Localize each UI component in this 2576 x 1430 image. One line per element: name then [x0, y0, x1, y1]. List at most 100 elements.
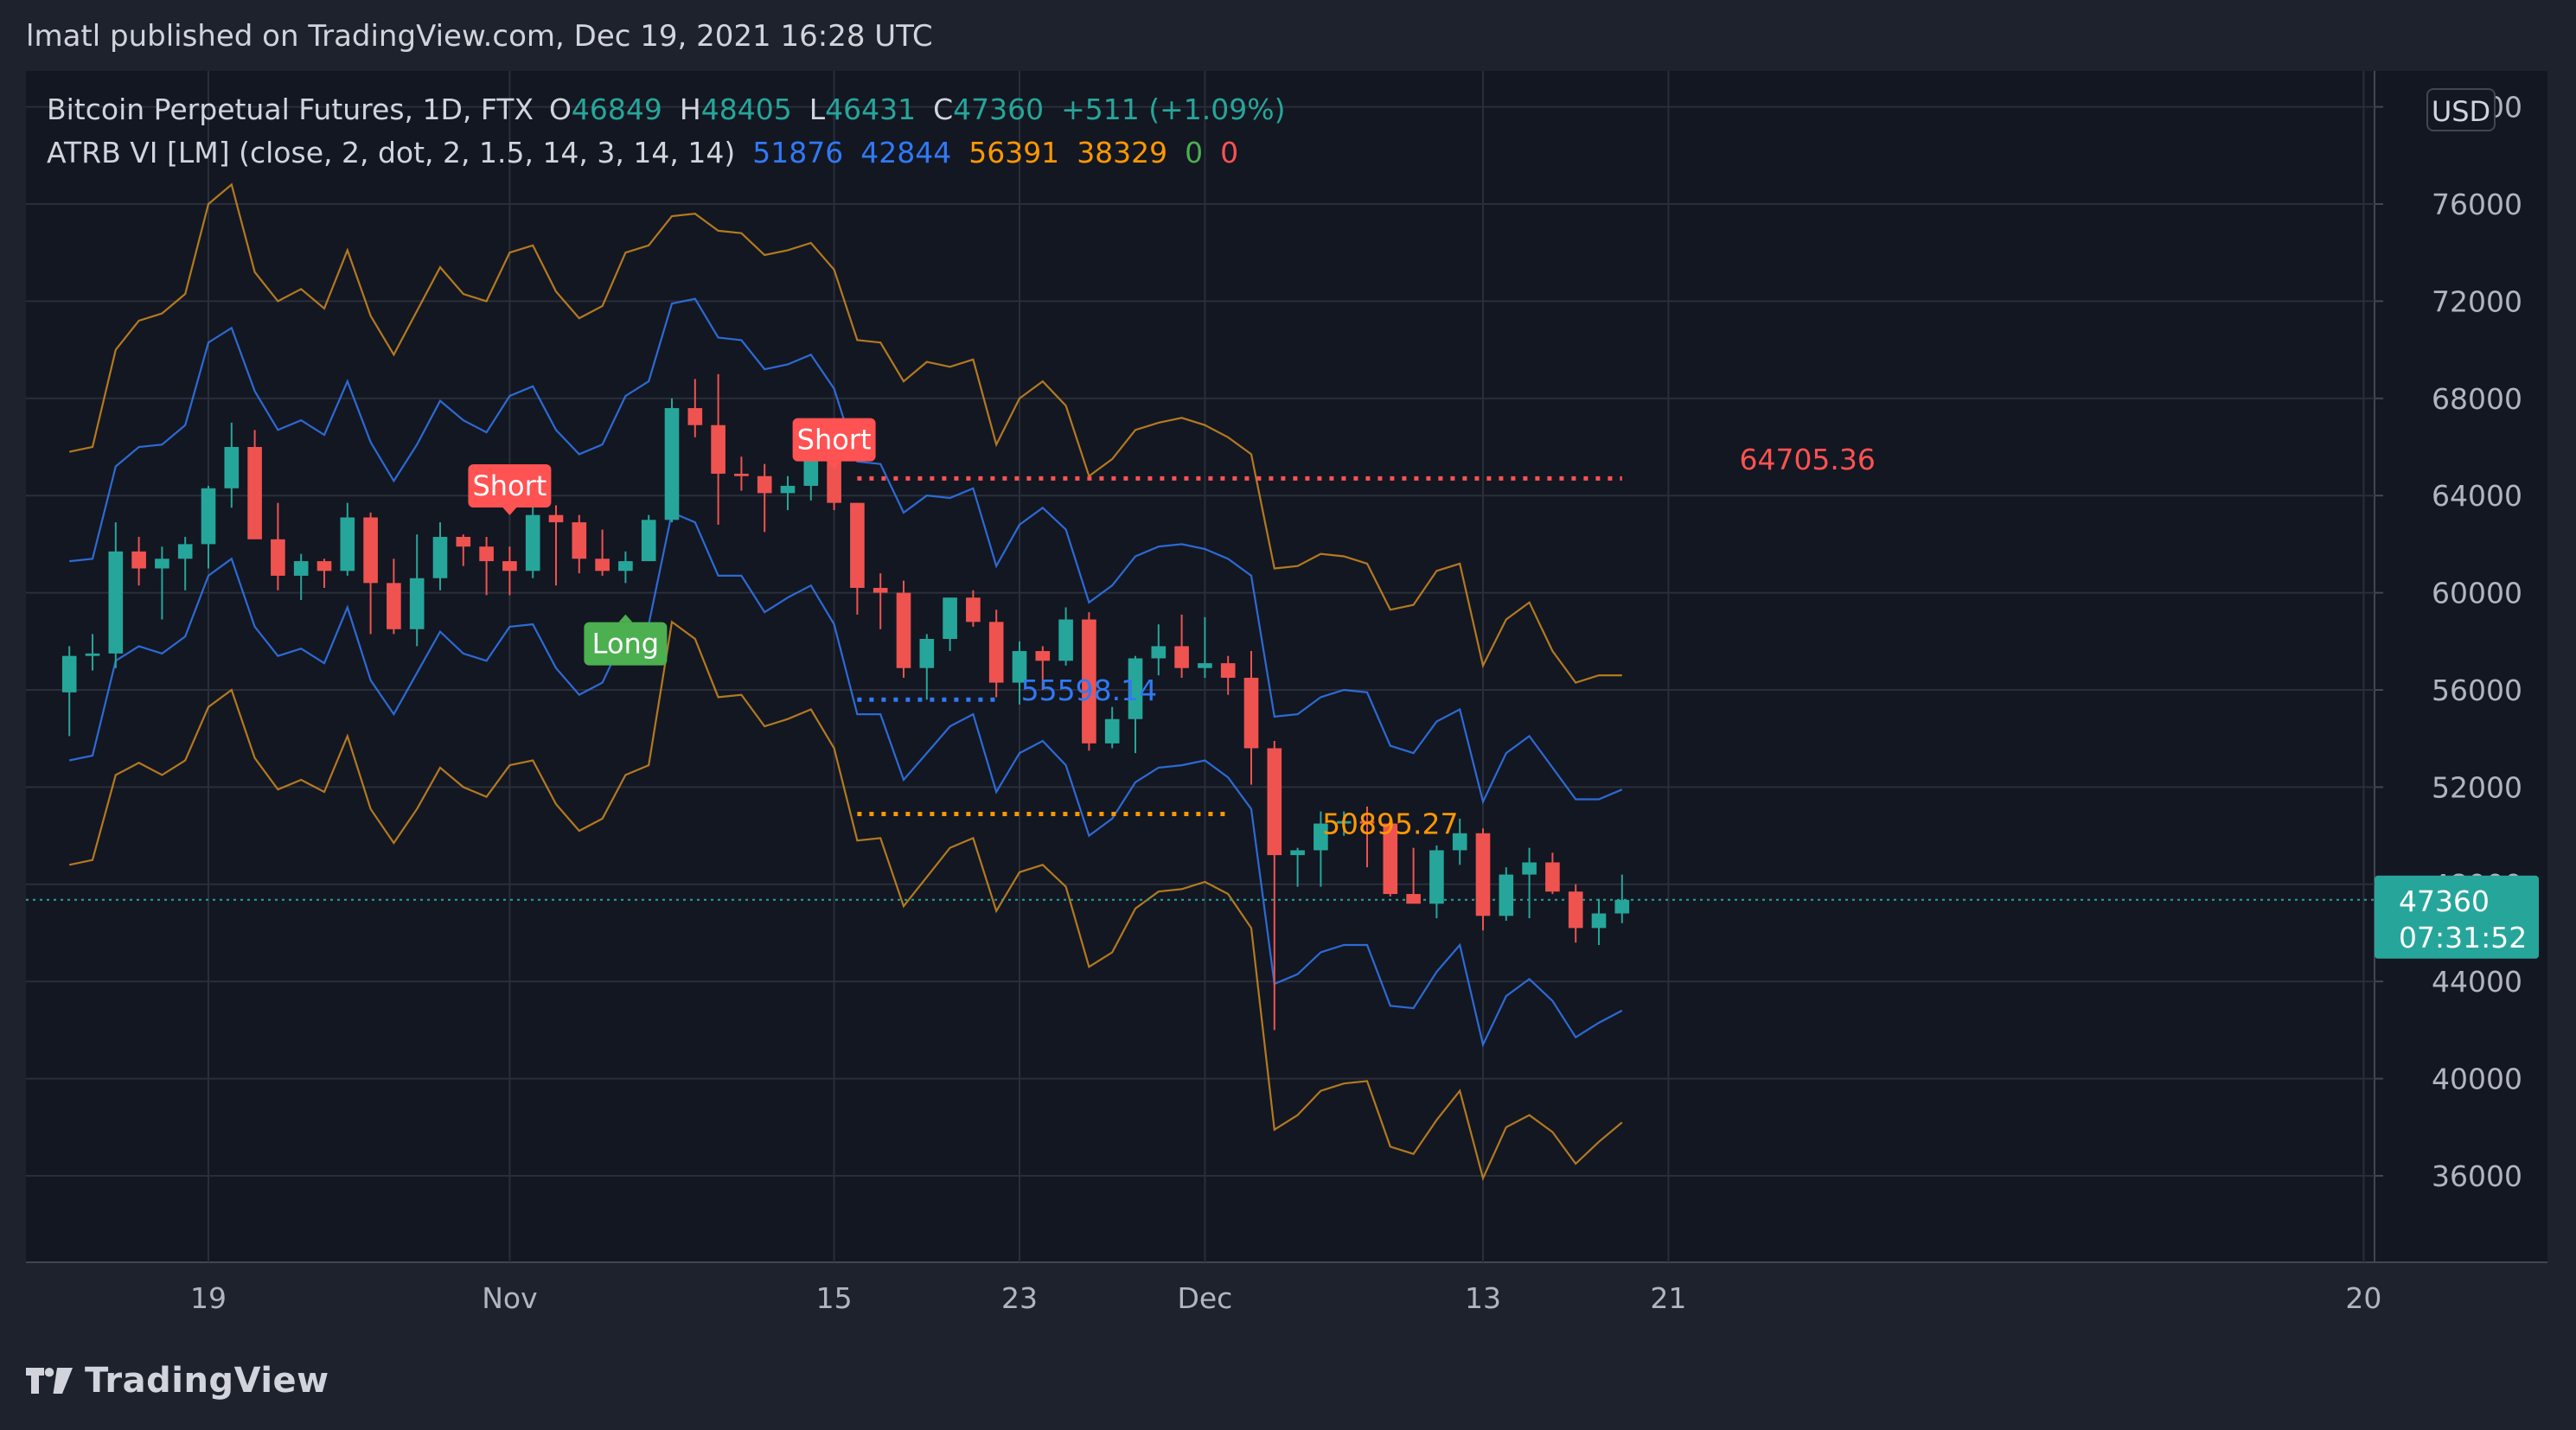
candle-body — [1429, 850, 1444, 904]
brand-name: TradingView — [85, 1361, 329, 1401]
candle-body — [432, 536, 448, 578]
candle-body — [1568, 891, 1583, 929]
close-value: 47360 — [953, 93, 1044, 126]
candle-body — [1336, 820, 1352, 824]
candle-body — [387, 583, 401, 629]
y-axis-tick-label: 52000 — [2432, 770, 2522, 804]
candle-body — [803, 459, 819, 486]
x-axis-tick-label: 19 — [190, 1281, 227, 1315]
candle-body — [896, 592, 911, 668]
candle-body — [873, 587, 888, 593]
candle-body — [224, 447, 240, 488]
candle-body — [340, 517, 355, 571]
candle-body — [1614, 899, 1630, 914]
candle-body — [827, 459, 841, 503]
indicator-value: 0 — [1185, 136, 1203, 169]
candle-body — [316, 561, 332, 571]
candle-body — [548, 514, 564, 523]
candle-body — [131, 551, 146, 569]
atr-band-line-1 — [68, 182, 1622, 684]
open-label: O — [549, 93, 572, 126]
y-axis-tick-label: 56000 — [2432, 674, 2522, 707]
x-axis-tick-label: 21 — [1650, 1281, 1686, 1315]
candle-body — [1128, 658, 1143, 719]
symbol-name: Bitcoin Perpetual Futures, 1D, FTX — [47, 93, 533, 126]
signal-label-text: Long — [592, 628, 659, 661]
x-axis-tick-label: 20 — [2345, 1281, 2381, 1315]
indicator-value: 0 — [1220, 136, 1238, 169]
candle-body — [1104, 718, 1120, 744]
plot-background — [26, 71, 2547, 1262]
candle-body — [525, 514, 540, 571]
publish-header: lmatl published on TradingView.com, Dec … — [0, 0, 2576, 71]
candle-body — [572, 522, 587, 559]
y-axis-tick-label: 36000 — [2432, 1159, 2522, 1193]
y-axis-tick-label: 40000 — [2432, 1063, 2522, 1096]
candle-body — [502, 561, 517, 571]
level-price-label: 50895.27 — [1322, 808, 1458, 841]
candle-body — [988, 622, 1004, 683]
level-price-label: 55598.14 — [1021, 674, 1157, 707]
candle-body — [1290, 850, 1305, 856]
signal-label-pointer — [618, 614, 633, 622]
signal-label-text: Short — [472, 469, 547, 502]
candle-body — [595, 559, 610, 571]
y-axis-tick-label: 72000 — [2432, 284, 2522, 318]
candle-body — [108, 551, 124, 654]
atr-band-line-3 — [68, 511, 1623, 1048]
candle-body — [1012, 651, 1027, 683]
candle-body — [687, 408, 703, 425]
x-axis-tick-label: Nov — [482, 1281, 537, 1315]
signal-label-pointer — [827, 461, 841, 469]
level-price-label: 64705.36 — [1739, 443, 1875, 476]
candle-body — [1545, 862, 1560, 892]
candle-body — [293, 561, 309, 576]
currency-button[interactable]: USD — [2426, 88, 2496, 131]
candle-body — [1198, 663, 1212, 668]
candle-body — [247, 447, 262, 539]
candle-body — [1058, 619, 1073, 661]
candle-body — [757, 476, 772, 494]
y-axis-tick-label: 64000 — [2432, 479, 2522, 513]
candle-body — [155, 559, 169, 569]
candle-body — [201, 488, 216, 545]
candle-body — [1383, 823, 1398, 895]
candle-body — [618, 561, 633, 571]
indicator-value: 42844 — [860, 136, 951, 169]
candle-body — [456, 536, 471, 547]
candle-body — [61, 655, 77, 693]
signal-label-pointer — [502, 507, 517, 515]
candle-body — [85, 653, 100, 656]
candle-body — [177, 544, 193, 559]
candle-body — [1082, 619, 1096, 744]
close-label: C — [933, 93, 953, 126]
candle-body — [1151, 646, 1167, 659]
signal-label-box — [584, 622, 668, 666]
candle-body — [1475, 833, 1491, 916]
y-axis-tick-label: 44000 — [2432, 965, 2522, 999]
x-axis-tick-label: 15 — [816, 1281, 853, 1315]
atr-band-line-4 — [68, 620, 1623, 1182]
candle-body — [1452, 833, 1467, 851]
candle-body — [479, 546, 494, 562]
published-line: lmatl published on TradingView.com, Dec … — [26, 19, 933, 54]
candle-body — [1591, 913, 1607, 929]
high-value: 48405 — [701, 93, 792, 126]
candle-body — [363, 517, 378, 584]
tradingview-logo[interactable]: TradingView — [26, 1359, 329, 1402]
symbol-legend: Bitcoin Perpetual Futures, 1D, FTX O46849… — [47, 93, 1285, 126]
candle-body — [1359, 820, 1375, 824]
y-axis-tick-label: 76000 — [2432, 188, 2522, 221]
candle-body — [850, 502, 865, 588]
signal-label-text: Short — [797, 424, 872, 456]
x-axis-tick-label: 13 — [1465, 1281, 1501, 1315]
candle-body — [1522, 862, 1537, 875]
candle-body — [664, 408, 680, 520]
candle-body — [271, 539, 285, 576]
candle-body — [1314, 823, 1328, 851]
candle-body — [711, 425, 725, 474]
indicator-value: 38329 — [1077, 136, 1167, 169]
y-axis-tick-label: 68000 — [2432, 382, 2522, 416]
candle-body — [966, 597, 981, 622]
